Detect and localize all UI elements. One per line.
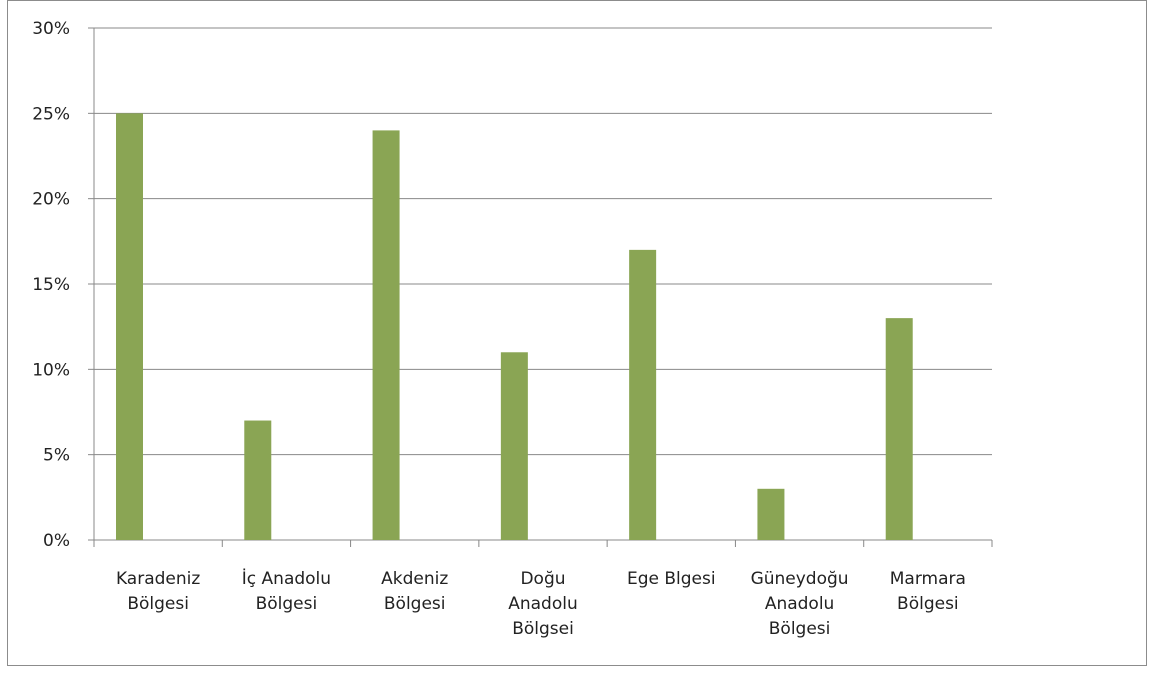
bar [629,249,657,540]
y-tick-label: 5% [43,446,70,466]
y-tick-label: 15% [32,275,70,295]
x-category-label: Güneydoğu [751,569,849,589]
x-category-label: Bölgesi [769,619,831,639]
bar [500,352,528,540]
x-category-label: Ege Blgesi [627,569,716,589]
x-category-label: Bölgesi [256,594,318,614]
x-category-label: Akdeniz [381,569,448,589]
y-tick-label: 25% [32,104,70,124]
x-category-label: Bölgesi [897,594,959,614]
y-tick-label: 0% [43,531,70,551]
x-category-label: İç Anadolu [242,568,331,589]
bar [885,318,913,540]
x-category-label: Karadeniz [116,569,200,589]
x-category-label: Doğu [520,569,565,589]
x-category-label: Anadolu [508,594,578,614]
y-tick-label: 10% [32,360,70,380]
y-tick-label: 30% [32,19,70,39]
bar [244,420,272,540]
bar [372,130,400,540]
x-category-label: Anadolu [765,594,835,614]
y-tick-label: 20% [32,190,70,210]
chart-frame [7,0,1147,666]
bar [757,488,785,540]
x-category-label: Bölgesi [384,594,446,614]
x-category-label: Marmara [890,569,966,589]
bar [116,113,143,540]
x-category-label: Bölgesi [127,594,189,614]
x-category-label: Bölgsei [512,619,574,639]
